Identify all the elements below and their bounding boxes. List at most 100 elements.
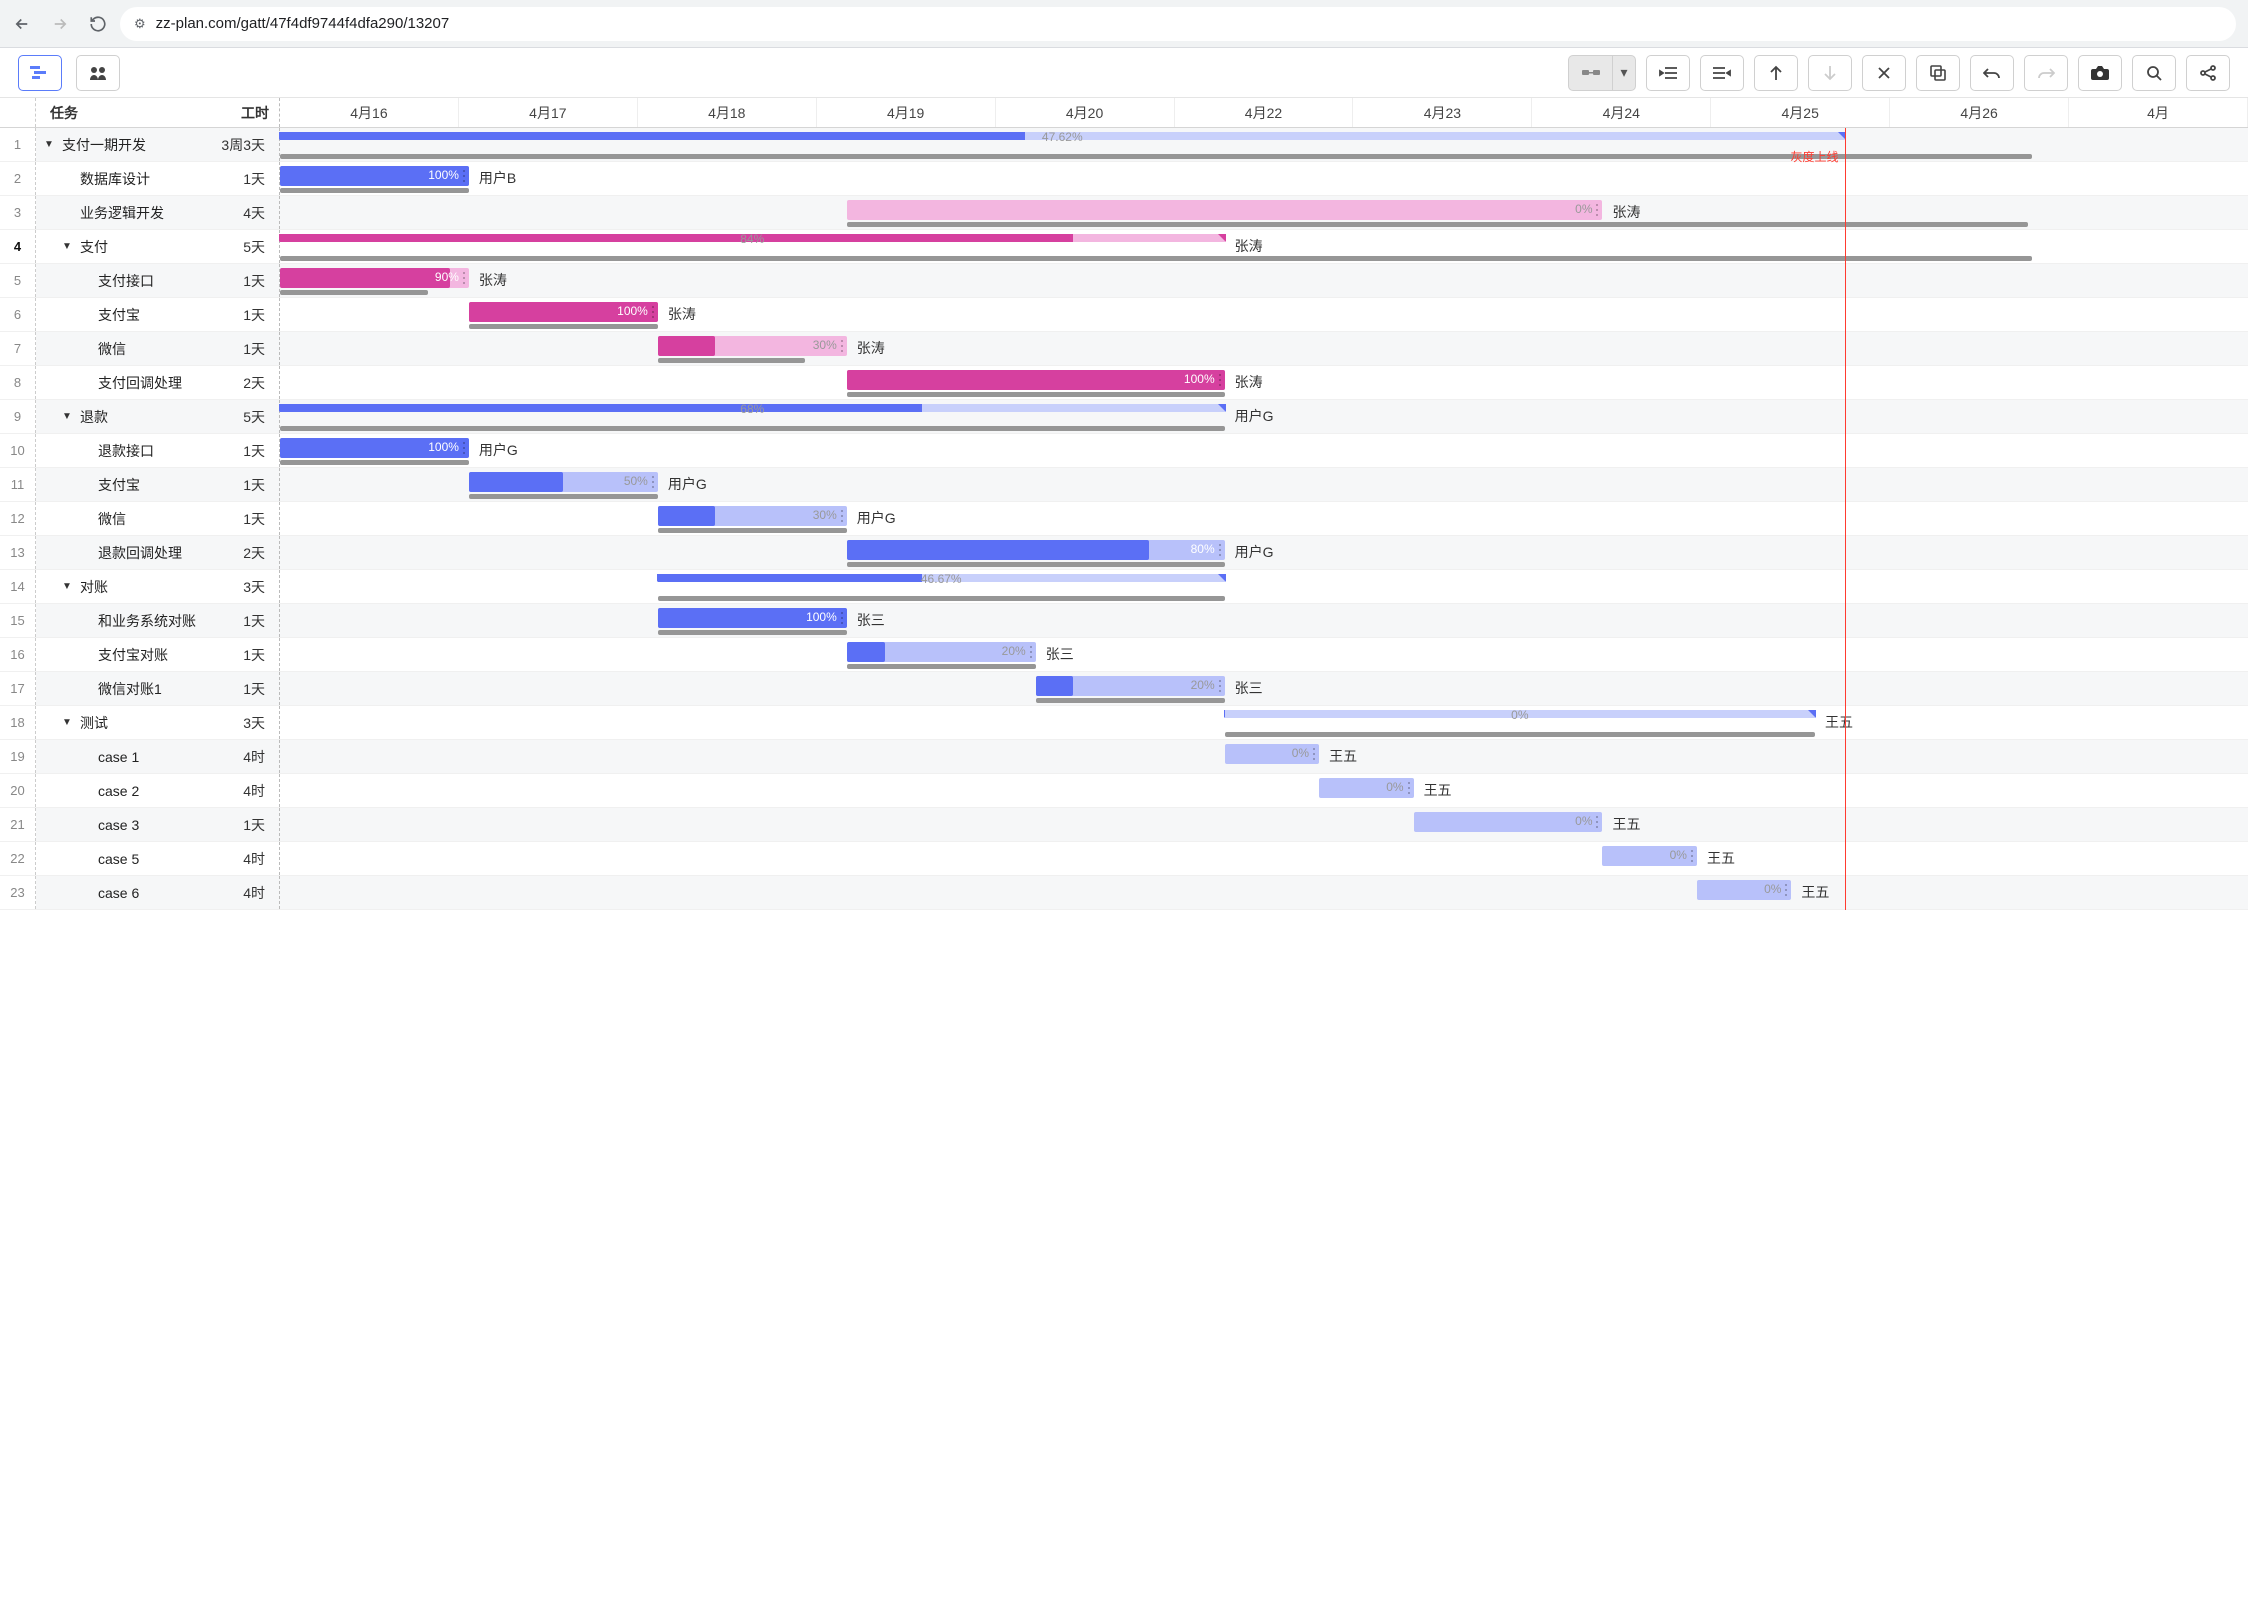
task-row[interactable]: 11支付宝1天50%用户G <box>0 468 2248 502</box>
row-number[interactable]: 19 <box>0 740 36 773</box>
task-bar[interactable]: 0% <box>1602 846 1696 866</box>
task-cell[interactable]: 退款接口1天 <box>36 434 280 467</box>
reload-button[interactable] <box>88 14 108 34</box>
task-row[interactable]: 21case 31天0%王五 <box>0 808 2248 842</box>
task-cell[interactable]: ▼退款5天 <box>36 400 280 433</box>
delete-button[interactable] <box>1862 55 1906 91</box>
summary-bar[interactable]: 47.62% <box>280 132 1845 146</box>
row-number[interactable]: 3 <box>0 196 36 229</box>
task-bar[interactable]: 20% <box>1036 676 1225 696</box>
summary-bar[interactable]: 68% <box>280 404 1225 418</box>
task-cell[interactable]: 微信1天 <box>36 332 280 365</box>
task-row[interactable]: 8支付回调处理2天100%张涛 <box>0 366 2248 400</box>
task-cell[interactable]: case 31天 <box>36 808 280 841</box>
task-row[interactable]: 9▼退款5天68%用户G <box>0 400 2248 434</box>
task-row[interactable]: 15和业务系统对账1天100%张三 <box>0 604 2248 638</box>
copy-button[interactable] <box>1916 55 1960 91</box>
task-row[interactable]: 17微信对账11天20%张三 <box>0 672 2248 706</box>
resize-handle[interactable] <box>461 440 467 456</box>
row-number[interactable]: 22 <box>0 842 36 875</box>
task-cell[interactable]: 微信1天 <box>36 502 280 535</box>
resize-handle[interactable] <box>839 338 845 354</box>
resize-handle[interactable] <box>839 508 845 524</box>
resize-handle[interactable] <box>1028 644 1034 660</box>
resize-handle[interactable] <box>1217 542 1223 558</box>
task-cell[interactable]: 支付宝1天 <box>36 298 280 331</box>
task-bar[interactable]: 30% <box>658 506 847 526</box>
task-bar[interactable]: 90% <box>280 268 469 288</box>
task-cell[interactable]: 数据库设计1天 <box>36 162 280 195</box>
resize-handle[interactable] <box>461 270 467 286</box>
indent-button[interactable] <box>1700 55 1744 91</box>
row-number[interactable]: 21 <box>0 808 36 841</box>
task-cell[interactable]: 支付宝1天 <box>36 468 280 501</box>
row-number[interactable]: 5 <box>0 264 36 297</box>
row-number[interactable]: 6 <box>0 298 36 331</box>
task-bar[interactable]: 100% <box>847 370 1225 390</box>
task-row[interactable]: 3业务逻辑开发4天0%张涛 <box>0 196 2248 230</box>
row-number[interactable]: 17 <box>0 672 36 705</box>
resize-handle[interactable] <box>839 610 845 626</box>
row-number[interactable]: 9 <box>0 400 36 433</box>
summary-bar[interactable]: 84% <box>280 234 1225 248</box>
redo-button[interactable] <box>2024 55 2068 91</box>
move-down-button[interactable] <box>1808 55 1852 91</box>
link-dropdown[interactable]: ▾ <box>1612 55 1636 91</box>
collapse-toggle[interactable]: ▼ <box>62 581 76 592</box>
back-button[interactable] <box>12 14 32 34</box>
task-bar[interactable]: 100% <box>280 438 469 458</box>
task-row[interactable]: 7微信1天30%张涛 <box>0 332 2248 366</box>
task-row[interactable]: 5支付接口1天90%张涛 <box>0 264 2248 298</box>
collapse-toggle[interactable]: ▼ <box>62 717 76 728</box>
task-cell[interactable]: 支付回调处理2天 <box>36 366 280 399</box>
resource-view-button[interactable] <box>76 55 120 91</box>
row-number[interactable]: 7 <box>0 332 36 365</box>
task-row[interactable]: 6支付宝1天100%张涛 <box>0 298 2248 332</box>
row-number[interactable]: 15 <box>0 604 36 637</box>
task-row[interactable]: 20case 24时0%王五 <box>0 774 2248 808</box>
resize-handle[interactable] <box>461 168 467 184</box>
task-bar[interactable]: 0% <box>1414 812 1603 832</box>
resize-handle[interactable] <box>1311 746 1317 762</box>
task-cell[interactable]: ▼支付5天 <box>36 230 280 263</box>
share-button[interactable] <box>2186 55 2230 91</box>
row-number[interactable]: 12 <box>0 502 36 535</box>
row-number[interactable]: 18 <box>0 706 36 739</box>
task-cell[interactable]: case 54时 <box>36 842 280 875</box>
task-row[interactable]: 13退款回调处理2天80%用户G <box>0 536 2248 570</box>
resize-handle[interactable] <box>1689 848 1695 864</box>
resize-handle[interactable] <box>1217 372 1223 388</box>
row-number[interactable]: 4 <box>0 230 36 263</box>
task-row[interactable]: 18▼测试3天0%王五 <box>0 706 2248 740</box>
row-number[interactable]: 16 <box>0 638 36 671</box>
task-row[interactable]: 12微信1天30%用户G <box>0 502 2248 536</box>
task-cell[interactable]: ▼对账3天 <box>36 570 280 603</box>
row-number[interactable]: 1 <box>0 128 36 161</box>
task-bar[interactable]: 20% <box>847 642 1036 662</box>
task-cell[interactable]: ▼支付一期开发3周3天 <box>36 128 280 161</box>
task-bar[interactable]: 100% <box>658 608 847 628</box>
resize-handle[interactable] <box>650 474 656 490</box>
task-row[interactable]: 16支付宝对账1天20%张三 <box>0 638 2248 672</box>
summary-bar[interactable]: 46.67% <box>658 574 1225 588</box>
row-number[interactable]: 20 <box>0 774 36 807</box>
collapse-toggle[interactable]: ▼ <box>62 241 76 252</box>
task-row[interactable]: 10退款接口1天100%用户G <box>0 434 2248 468</box>
move-up-button[interactable] <box>1754 55 1798 91</box>
row-number[interactable]: 11 <box>0 468 36 501</box>
resize-handle[interactable] <box>1217 678 1223 694</box>
row-number[interactable]: 13 <box>0 536 36 569</box>
task-cell[interactable]: case 24时 <box>36 774 280 807</box>
summary-bar[interactable]: 0% <box>1225 710 1815 724</box>
task-row[interactable]: 22case 54时0%王五 <box>0 842 2248 876</box>
task-cell[interactable]: 支付接口1天 <box>36 264 280 297</box>
task-bar[interactable]: 100% <box>280 166 469 186</box>
snapshot-button[interactable] <box>2078 55 2122 91</box>
task-bar[interactable]: 0% <box>1697 880 1791 900</box>
site-settings-icon[interactable]: ⚙ <box>134 16 146 32</box>
task-bar[interactable]: 50% <box>469 472 658 492</box>
task-bar[interactable]: 0% <box>847 200 1603 220</box>
resize-handle[interactable] <box>1783 882 1789 898</box>
resize-handle[interactable] <box>1594 814 1600 830</box>
task-cell[interactable]: 业务逻辑开发4天 <box>36 196 280 229</box>
